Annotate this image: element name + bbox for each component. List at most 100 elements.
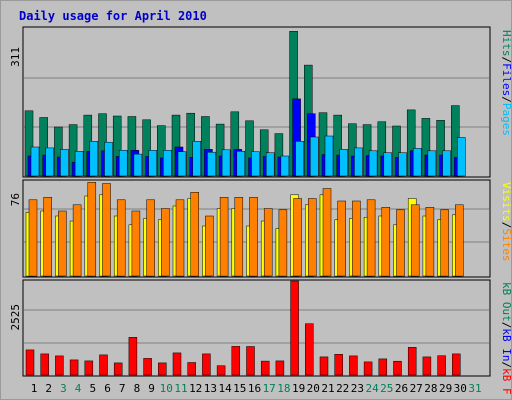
day-label-28: 28 bbox=[424, 382, 437, 395]
bar-kbf-day-22 bbox=[334, 354, 343, 376]
day-label-11: 11 bbox=[174, 382, 187, 395]
day-label-5: 5 bbox=[89, 382, 96, 395]
bar-pages-day-8 bbox=[133, 153, 143, 177]
bar-sites-day-16 bbox=[249, 197, 258, 277]
day-label-20: 20 bbox=[307, 382, 320, 395]
day-label-19: 19 bbox=[292, 382, 305, 395]
bar-kbf-day-3 bbox=[55, 355, 64, 376]
bar-sites-day-29 bbox=[440, 209, 449, 277]
day-label-23: 23 bbox=[351, 382, 364, 395]
bar-kbf-day-20 bbox=[305, 323, 314, 376]
y-max-labels: 311 76 2525 bbox=[9, 47, 22, 331]
bar-sites-day-3 bbox=[58, 210, 67, 277]
bar-sites-day-17 bbox=[263, 208, 273, 277]
day-label-22: 22 bbox=[336, 382, 349, 395]
bar-kbf-day-12 bbox=[187, 362, 196, 376]
bar-kbf-day-6 bbox=[99, 354, 108, 376]
bar-kbf-day-8 bbox=[128, 337, 138, 376]
bar-kbf-day-26 bbox=[393, 360, 402, 376]
bar-kbf-day-1 bbox=[25, 349, 35, 376]
legend-hits-files-pages: Hits/Files/Pages bbox=[500, 30, 512, 136]
bar-pages-day-17 bbox=[265, 152, 275, 177]
bar-sites-day-6 bbox=[102, 183, 111, 277]
day-label-8: 8 bbox=[134, 382, 141, 395]
bar-pages-day-25 bbox=[383, 152, 393, 177]
day-label-7: 7 bbox=[119, 382, 126, 395]
bar-kbf-day-10 bbox=[158, 362, 167, 376]
bar-sites-day-5 bbox=[87, 182, 97, 277]
bar-sites-day-8 bbox=[131, 210, 141, 277]
bar-sites-day-12 bbox=[190, 192, 199, 277]
bar-sites-day-24 bbox=[366, 199, 376, 277]
bar-kbf-day-21 bbox=[319, 356, 329, 376]
day-label-9: 9 bbox=[148, 382, 155, 395]
bar-sites-day-13 bbox=[205, 215, 214, 277]
legend-item-hits: Hits bbox=[500, 30, 512, 57]
legend-item-visits: Visits bbox=[500, 182, 512, 222]
day-label-3: 3 bbox=[60, 382, 67, 395]
bar-pages-day-10 bbox=[163, 150, 172, 177]
bar-sites-day-7 bbox=[116, 199, 126, 277]
bar-sites-day-11 bbox=[175, 199, 185, 277]
bar-kbf-day-7 bbox=[113, 362, 123, 376]
bar-pages-day-27 bbox=[412, 148, 422, 177]
bar-sites-day-25 bbox=[381, 207, 391, 277]
day-label-13: 13 bbox=[204, 382, 217, 395]
bar-sites-day-28 bbox=[425, 207, 435, 277]
bar-kbf-day-27 bbox=[407, 347, 417, 376]
bar-sites-day-2 bbox=[43, 197, 52, 277]
legend-item-sep2: / bbox=[500, 57, 512, 64]
bar-kbf-day-16 bbox=[246, 346, 255, 376]
bar-kbf-day-24 bbox=[363, 361, 373, 376]
day-label-2: 2 bbox=[45, 382, 52, 395]
day-label-25: 25 bbox=[380, 382, 393, 395]
bar-pages-day-1 bbox=[30, 146, 40, 177]
day-label-31: 31 bbox=[468, 382, 481, 395]
bar-sites-day-9 bbox=[146, 199, 155, 277]
day-label-16: 16 bbox=[248, 382, 261, 395]
bars bbox=[24, 31, 466, 376]
bar-pages-day-24 bbox=[368, 150, 378, 177]
legend-item-sep2: / bbox=[500, 322, 512, 329]
bar-pages-day-29 bbox=[442, 150, 451, 177]
bar-kbf-day-2 bbox=[40, 353, 49, 376]
day-label-12: 12 bbox=[189, 382, 202, 395]
day-label-21: 21 bbox=[321, 382, 334, 395]
legend-item-kbin: kB In bbox=[500, 328, 512, 361]
bar-sites-day-20 bbox=[308, 198, 317, 277]
bar-pages-day-13 bbox=[207, 151, 216, 177]
day-label-14: 14 bbox=[218, 382, 232, 395]
day-label-15: 15 bbox=[233, 382, 246, 395]
bar-pages-day-19 bbox=[295, 141, 304, 177]
bar-pages-day-5 bbox=[89, 141, 99, 177]
bar-pages-day-4 bbox=[74, 151, 84, 177]
bar-sites-day-18 bbox=[278, 209, 288, 277]
day-label-29: 29 bbox=[439, 382, 452, 395]
legend-visits-sites: Visits/Sites bbox=[500, 182, 512, 262]
bar-pages-day-30 bbox=[457, 137, 466, 177]
bar-kbf-day-13 bbox=[202, 353, 211, 376]
bar-sites-day-22 bbox=[337, 200, 346, 277]
bar-pages-day-3 bbox=[60, 149, 69, 177]
y-max-label-kb: 2525 bbox=[9, 304, 22, 331]
bar-pages-day-16 bbox=[251, 151, 260, 177]
bar-pages-day-15 bbox=[236, 151, 246, 177]
bar-pages-day-20 bbox=[310, 136, 319, 177]
bar-pages-day-18 bbox=[280, 155, 290, 177]
day-label-1: 1 bbox=[31, 382, 38, 395]
legend-kb: kB Out/kB In/kB F bbox=[500, 282, 512, 395]
bar-sites-day-26 bbox=[396, 209, 405, 277]
day-label-27: 27 bbox=[410, 382, 423, 395]
bar-kbf-day-5 bbox=[84, 360, 94, 376]
bar-kbf-day-11 bbox=[172, 352, 182, 376]
bar-pages-day-7 bbox=[118, 150, 128, 177]
y-max-label-visits-sites: 76 bbox=[9, 193, 22, 206]
legend-item-kbout: kB Out bbox=[500, 282, 512, 322]
day-label-10: 10 bbox=[160, 382, 173, 395]
bar-kbf-day-28 bbox=[422, 356, 432, 376]
bar-kbf-day-4 bbox=[69, 359, 79, 376]
bar-pages-day-12 bbox=[192, 141, 201, 177]
legend-item-sep1: / bbox=[500, 96, 512, 103]
legend-item-kbf: kB F bbox=[500, 368, 512, 395]
